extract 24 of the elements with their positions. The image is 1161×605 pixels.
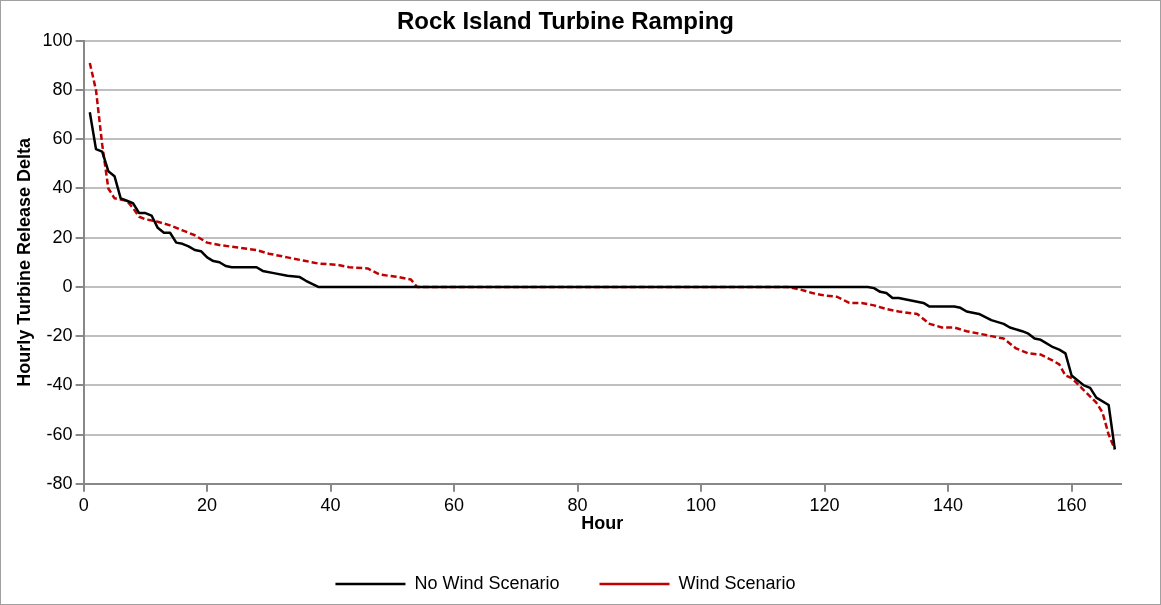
- chart-title: Rock Island Turbine Ramping: [397, 7, 734, 35]
- x-tick-label: 40: [320, 494, 341, 515]
- y-tick-label: 100: [42, 29, 73, 50]
- legend-label: No Wind Scenario: [414, 572, 560, 593]
- x-tick-label: 80: [567, 494, 588, 515]
- x-tick-label: 120: [809, 494, 840, 515]
- y-tick-label: -20: [46, 325, 73, 346]
- x-tick-label: 20: [197, 494, 218, 515]
- y-tick-label: 0: [62, 275, 73, 296]
- y-tick-label: 80: [52, 78, 73, 99]
- y-tick-label: 40: [52, 177, 73, 198]
- y-tick-label: 60: [52, 128, 73, 149]
- y-tick-label: -60: [46, 423, 73, 444]
- y-tick-label: -80: [46, 472, 73, 493]
- x-tick-label: 60: [444, 494, 465, 515]
- legend-label: Wind Scenario: [678, 572, 796, 593]
- y-tick-label: -40: [46, 374, 73, 395]
- y-tick-label: 20: [52, 226, 73, 247]
- x-tick-label: 0: [78, 494, 89, 515]
- x-tick-label: 140: [933, 494, 964, 515]
- y-axis-title: Hourly Turbine Release Delta: [13, 136, 34, 387]
- x-tick-label: 160: [1056, 494, 1087, 515]
- x-tick-label: 100: [686, 494, 717, 515]
- x-axis-title: Hour: [581, 513, 624, 534]
